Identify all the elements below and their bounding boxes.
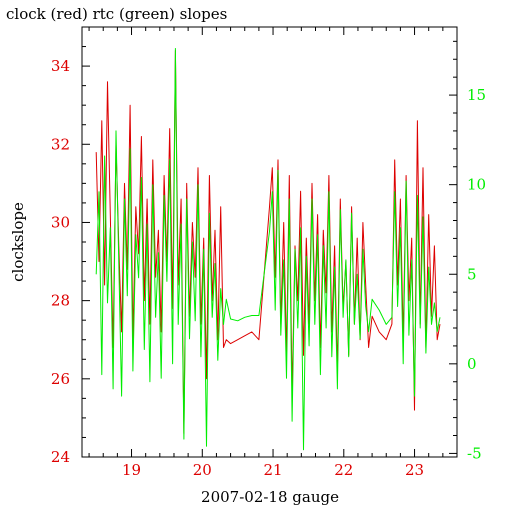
y2-tick-label: -5 <box>467 444 482 462</box>
tick-layer: 19 20 21 22 23 24 26 28 30 32 34 -5 0 5 10 15 <box>51 26 486 479</box>
x-tick-label: 22 <box>334 461 353 479</box>
y-tick-label: 32 <box>51 135 70 153</box>
y-tick-label: 24 <box>51 448 70 466</box>
chart-title: clock (red) rtc (green) slopes <box>6 5 227 23</box>
x-tick-label: 23 <box>405 461 424 479</box>
x-axis-label: 2007-02-18 gauge <box>201 488 339 506</box>
series-line-rtc <box>95 48 441 451</box>
x-tick-label: 21 <box>263 461 282 479</box>
series-line-clock <box>95 50 441 434</box>
y-tick-label: 30 <box>51 213 70 231</box>
y2-tick-label: 10 <box>467 176 486 194</box>
y-tick-label: 26 <box>51 370 70 388</box>
y2-tick-label: 5 <box>467 265 477 283</box>
series-layer <box>95 48 441 451</box>
x-tick-label: 19 <box>122 461 141 479</box>
y-tick-label: 28 <box>51 292 70 310</box>
y2-tick-label: 0 <box>467 355 477 373</box>
x-tick-label: 20 <box>193 461 212 479</box>
y2-tick-label: 15 <box>467 86 486 104</box>
y-tick-label: 34 <box>51 57 70 75</box>
y-axis-label: clockslope <box>9 202 27 282</box>
